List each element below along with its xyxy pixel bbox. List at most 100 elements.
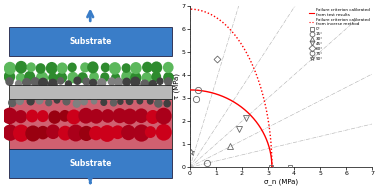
Circle shape	[17, 97, 23, 105]
Circle shape	[56, 72, 67, 83]
Circle shape	[48, 110, 61, 124]
Circle shape	[112, 108, 127, 123]
Circle shape	[147, 98, 153, 104]
Circle shape	[15, 61, 27, 74]
Circle shape	[130, 62, 142, 74]
Circle shape	[65, 81, 71, 87]
Circle shape	[133, 124, 150, 142]
Circle shape	[163, 72, 174, 83]
Circle shape	[141, 72, 152, 83]
Circle shape	[25, 125, 41, 142]
Circle shape	[111, 99, 117, 106]
Y-axis label: τ (MPa): τ (MPa)	[174, 74, 180, 99]
Circle shape	[123, 78, 130, 86]
Circle shape	[165, 78, 172, 85]
Circle shape	[14, 110, 27, 123]
Circle shape	[134, 108, 148, 123]
X-axis label: σ_n (MPa): σ_n (MPa)	[264, 178, 298, 185]
FancyBboxPatch shape	[9, 149, 171, 178]
Circle shape	[163, 62, 174, 73]
Text: Substrate: Substrate	[69, 159, 111, 168]
Circle shape	[36, 71, 48, 84]
Circle shape	[121, 125, 136, 140]
Circle shape	[78, 108, 93, 124]
Circle shape	[151, 71, 161, 82]
Circle shape	[145, 126, 156, 138]
Circle shape	[91, 98, 97, 104]
Circle shape	[36, 97, 43, 104]
Circle shape	[57, 62, 68, 74]
Circle shape	[87, 61, 99, 73]
Circle shape	[27, 98, 34, 105]
Circle shape	[151, 61, 162, 74]
Circle shape	[9, 99, 16, 106]
Circle shape	[101, 109, 114, 123]
Circle shape	[131, 77, 140, 87]
Circle shape	[155, 100, 162, 107]
FancyBboxPatch shape	[9, 99, 171, 149]
Circle shape	[89, 72, 99, 82]
FancyBboxPatch shape	[9, 27, 171, 56]
Circle shape	[89, 126, 103, 140]
Circle shape	[90, 79, 97, 86]
Circle shape	[77, 72, 88, 83]
Circle shape	[149, 81, 156, 88]
Circle shape	[164, 100, 170, 107]
Circle shape	[111, 125, 124, 139]
Circle shape	[146, 110, 159, 124]
Circle shape	[99, 125, 115, 142]
Circle shape	[58, 126, 72, 141]
Circle shape	[121, 70, 133, 83]
Circle shape	[67, 72, 79, 83]
Circle shape	[101, 99, 107, 105]
Circle shape	[39, 78, 47, 88]
Circle shape	[68, 125, 84, 142]
Circle shape	[89, 109, 103, 124]
Circle shape	[156, 108, 172, 124]
Circle shape	[74, 77, 81, 84]
Circle shape	[27, 62, 36, 72]
Circle shape	[68, 63, 77, 72]
Circle shape	[141, 80, 149, 88]
Circle shape	[4, 70, 15, 83]
Circle shape	[137, 98, 143, 104]
Circle shape	[2, 108, 18, 124]
Circle shape	[73, 100, 80, 107]
Circle shape	[122, 108, 137, 125]
Circle shape	[58, 78, 64, 84]
Circle shape	[26, 110, 38, 122]
Circle shape	[48, 73, 58, 83]
Circle shape	[118, 99, 123, 104]
Circle shape	[142, 62, 153, 73]
Circle shape	[16, 73, 26, 83]
Circle shape	[121, 63, 131, 73]
Circle shape	[31, 78, 39, 86]
Circle shape	[108, 78, 115, 85]
Circle shape	[157, 78, 163, 84]
Circle shape	[6, 78, 13, 85]
Circle shape	[115, 78, 123, 86]
Circle shape	[109, 62, 121, 75]
Legend: Failure criterion calibrated
from test results, Failure criterion calibrated
fro: Failure criterion calibrated from test r…	[309, 8, 370, 61]
Circle shape	[101, 63, 110, 72]
Circle shape	[36, 126, 49, 139]
Text: Substrate: Substrate	[69, 37, 111, 46]
Circle shape	[49, 79, 57, 88]
Circle shape	[46, 62, 58, 74]
Circle shape	[83, 78, 89, 85]
Circle shape	[36, 63, 45, 74]
Circle shape	[37, 110, 49, 122]
Circle shape	[80, 62, 90, 73]
Circle shape	[59, 110, 71, 122]
Circle shape	[79, 126, 94, 141]
Circle shape	[98, 79, 106, 87]
Circle shape	[156, 124, 172, 141]
Circle shape	[15, 81, 21, 87]
Circle shape	[100, 72, 109, 82]
Circle shape	[54, 97, 60, 103]
Circle shape	[46, 100, 52, 106]
Circle shape	[111, 73, 120, 83]
Circle shape	[63, 98, 70, 105]
Circle shape	[126, 98, 133, 104]
Circle shape	[3, 124, 18, 141]
